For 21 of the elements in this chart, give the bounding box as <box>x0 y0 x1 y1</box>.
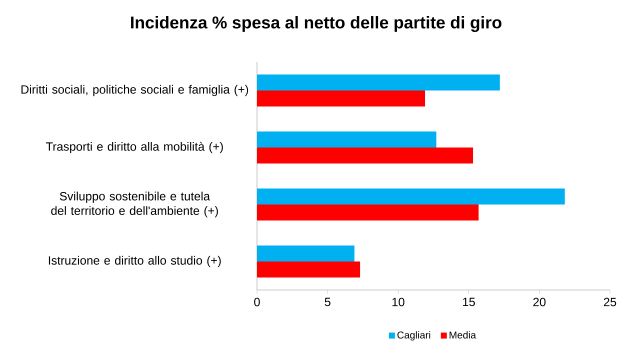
y-tick-label: Diritti sociali, politiche sociali e famiglia (+) <box>21 84 248 96</box>
x-tick-label: 15 <box>463 298 475 306</box>
y-tick-label: Istruzione e diritto allo studio (+) <box>48 256 221 268</box>
bar <box>257 147 474 164</box>
y-tick-label: Trasporti e diritto alla mobilità (+) <box>46 142 223 154</box>
x-tick-label: 0 <box>254 298 260 306</box>
bar <box>257 131 436 148</box>
x-tick-label: 20 <box>533 298 546 306</box>
legend-label: Cagliari <box>397 331 430 341</box>
bar <box>257 188 565 204</box>
bar <box>257 204 479 220</box>
y-tick-label: Sviluppo sostenibile e tutela del territorio e dell'ambiente (+) <box>51 192 218 218</box>
x-tick-label: 5 <box>324 298 330 306</box>
x-tick-label: 10 <box>392 298 404 306</box>
bar <box>257 245 354 262</box>
bar <box>257 261 360 278</box>
legend-label: Media <box>450 331 476 339</box>
x-tick-label: 25 <box>604 298 616 306</box>
bar <box>257 90 426 106</box>
chart-title: Incidenza % spesa al netto delle partite di giro <box>131 16 502 32</box>
bar <box>257 74 500 90</box>
